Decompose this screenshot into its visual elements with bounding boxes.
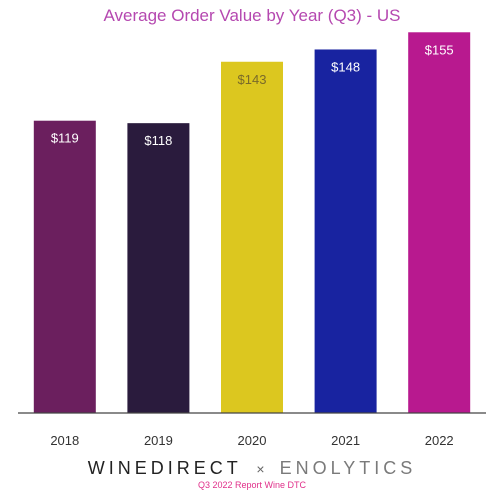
bar-2018 bbox=[33, 120, 96, 414]
bar-2019 bbox=[127, 123, 190, 413]
bar-2022 bbox=[408, 32, 471, 413]
bar-value-label-2020: $143 bbox=[238, 72, 267, 87]
x-tick-label-2022: 2022 bbox=[425, 433, 454, 448]
footer-logos: WINEDIRECT × ENOLYTICS bbox=[0, 458, 504, 479]
bar-chart: $119 $118 $143 $148 $155 2018 2019 2020 2021 202… bbox=[18, 32, 486, 448]
footer-subtitle: Q3 2022 Report Wine DTC bbox=[197, 480, 307, 490]
logo-separator: × bbox=[256, 461, 265, 477]
bar-labels-group: $119 $118 $143 $148 $155 bbox=[51, 42, 454, 148]
bars-group bbox=[33, 32, 471, 414]
bar-2021 bbox=[314, 49, 377, 413]
bar-value-label-2022: $155 bbox=[425, 42, 454, 57]
x-tick-label-2019: 2019 bbox=[144, 433, 173, 448]
bar-2020 bbox=[221, 61, 283, 413]
chart-title: Average Order Value by Year (Q3) - US bbox=[103, 6, 401, 25]
x-tick-label-2021: 2021 bbox=[331, 433, 360, 448]
x-tick-label-2018: 2018 bbox=[50, 433, 79, 448]
x-tick-label-2020: 2020 bbox=[238, 433, 267, 448]
bar-value-label-2019: $118 bbox=[144, 133, 172, 148]
enolytics-logo: ENOLYTICS bbox=[279, 458, 417, 478]
winedirect-logo: WINEDIRECT bbox=[87, 458, 242, 478]
bar-value-label-2021: $148 bbox=[331, 59, 360, 74]
bar-value-label-2018: $119 bbox=[51, 131, 79, 146]
tick-labels-group: 2018 2019 2020 2021 2022 bbox=[50, 433, 453, 448]
